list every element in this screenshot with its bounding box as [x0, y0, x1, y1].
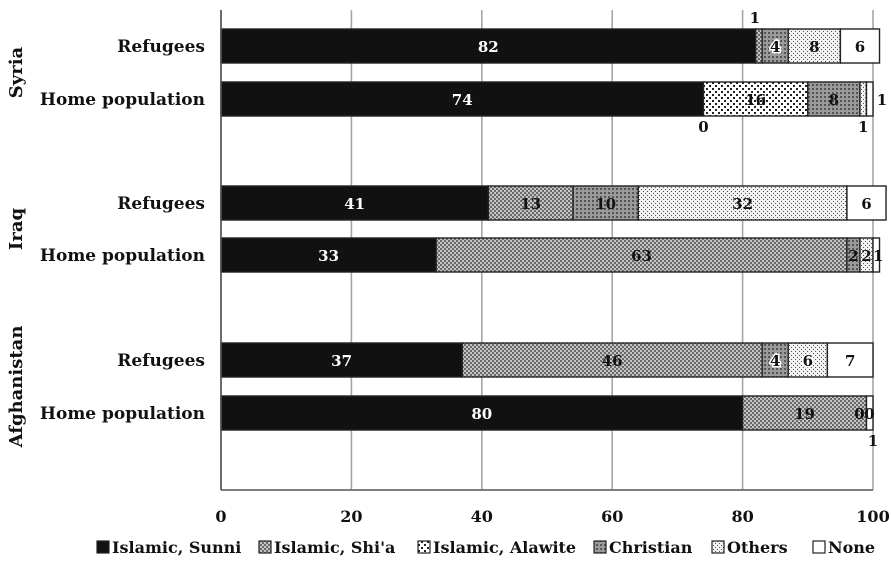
legend-swatch [812, 540, 826, 554]
data-label: 74 [452, 91, 473, 109]
legend: Islamic, Sunni Islamic, Shi'a Islamic, Ala… [96, 538, 875, 557]
data-label: 1 [858, 118, 868, 136]
bars [220, 28, 887, 431]
group-label: Afghanistan [6, 326, 27, 449]
data-label: 82 [478, 38, 499, 56]
legend-swatch [711, 540, 725, 554]
data-label: 37 [331, 352, 352, 370]
data-label: 4 [770, 38, 780, 56]
bar-segment [754, 28, 763, 64]
data-label: 33 [318, 247, 339, 265]
x-tick-label: 40 [471, 507, 493, 526]
data-label: 7 [845, 352, 855, 370]
bar-segment [702, 81, 809, 117]
category-label: Home population [40, 404, 205, 424]
bar-segment [741, 395, 868, 431]
data-label: 32 [732, 195, 753, 213]
data-label: 6 [803, 352, 813, 370]
data-label: 6 [855, 38, 865, 56]
bar-segment [220, 342, 463, 378]
bar-segment [865, 395, 874, 431]
bar-segment [839, 28, 881, 64]
group-label: Syria [6, 46, 27, 98]
group-label: Iraq [6, 208, 27, 251]
data-label: 6 [861, 195, 871, 213]
x-tick-label: 100 [856, 507, 889, 526]
category-label: Refugees [117, 351, 205, 371]
bar-segment [637, 185, 848, 221]
category-label: Home population [40, 246, 205, 266]
x-tick-label: 0 [215, 507, 226, 526]
data-label: 13 [520, 195, 541, 213]
bar-segment [761, 342, 789, 378]
data-label: 0 [864, 405, 874, 423]
data-label: 1 [868, 432, 878, 450]
legend-label: Others [727, 538, 788, 557]
data-label: 1 [873, 247, 883, 265]
data-label: 0 [854, 405, 864, 423]
bar-segment [846, 185, 887, 221]
category-label: Refugees [117, 37, 205, 57]
bar-segment [220, 185, 490, 221]
legend-label: Islamic, Shi'a [274, 538, 395, 557]
data-label: 46 [602, 352, 623, 370]
data-label: 19 [794, 405, 815, 423]
bar-segment [461, 342, 763, 378]
data-label: 1 [877, 91, 887, 109]
legend-label: Islamic, Sunni [112, 538, 241, 557]
data-label: 10 [595, 195, 616, 213]
data-label: 1 [750, 9, 760, 27]
bar-segment [435, 237, 848, 273]
data-label: 63 [631, 247, 652, 265]
bar-segment [859, 81, 868, 117]
legend-swatch [593, 540, 607, 554]
x-tick-label: 80 [731, 507, 753, 526]
bar-segment [872, 237, 881, 273]
legend-label: None [828, 538, 875, 557]
bar-segment [807, 81, 861, 117]
bar-segment [572, 185, 639, 221]
data-label: 2 [861, 247, 871, 265]
data-label: 4 [770, 352, 780, 370]
data-label: 80 [471, 405, 492, 423]
legend-swatch [417, 540, 431, 554]
bar-segment [220, 81, 705, 117]
bar-segment [220, 28, 757, 64]
bar-segment [487, 185, 574, 221]
bar-segment [865, 81, 874, 117]
legend-label: Christian [609, 538, 693, 557]
data-label: 8 [829, 91, 839, 109]
data-label: 0 [698, 118, 708, 136]
x-tick-label: 20 [340, 507, 362, 526]
legend-label: Islamic, Alawite [433, 538, 576, 557]
bar-segment [220, 395, 744, 431]
category-label: Refugees [117, 194, 205, 214]
data-label: 41 [344, 195, 365, 213]
data-label: 8 [809, 38, 819, 56]
data-label: 2 [848, 247, 858, 265]
x-tick-label: 60 [601, 507, 623, 526]
data-label: 16 [745, 91, 766, 109]
legend-swatch [258, 540, 272, 554]
category-label: Home population [40, 90, 205, 110]
bar-segment [220, 237, 437, 273]
legend-swatch [96, 540, 110, 554]
bar-segment [826, 342, 874, 378]
